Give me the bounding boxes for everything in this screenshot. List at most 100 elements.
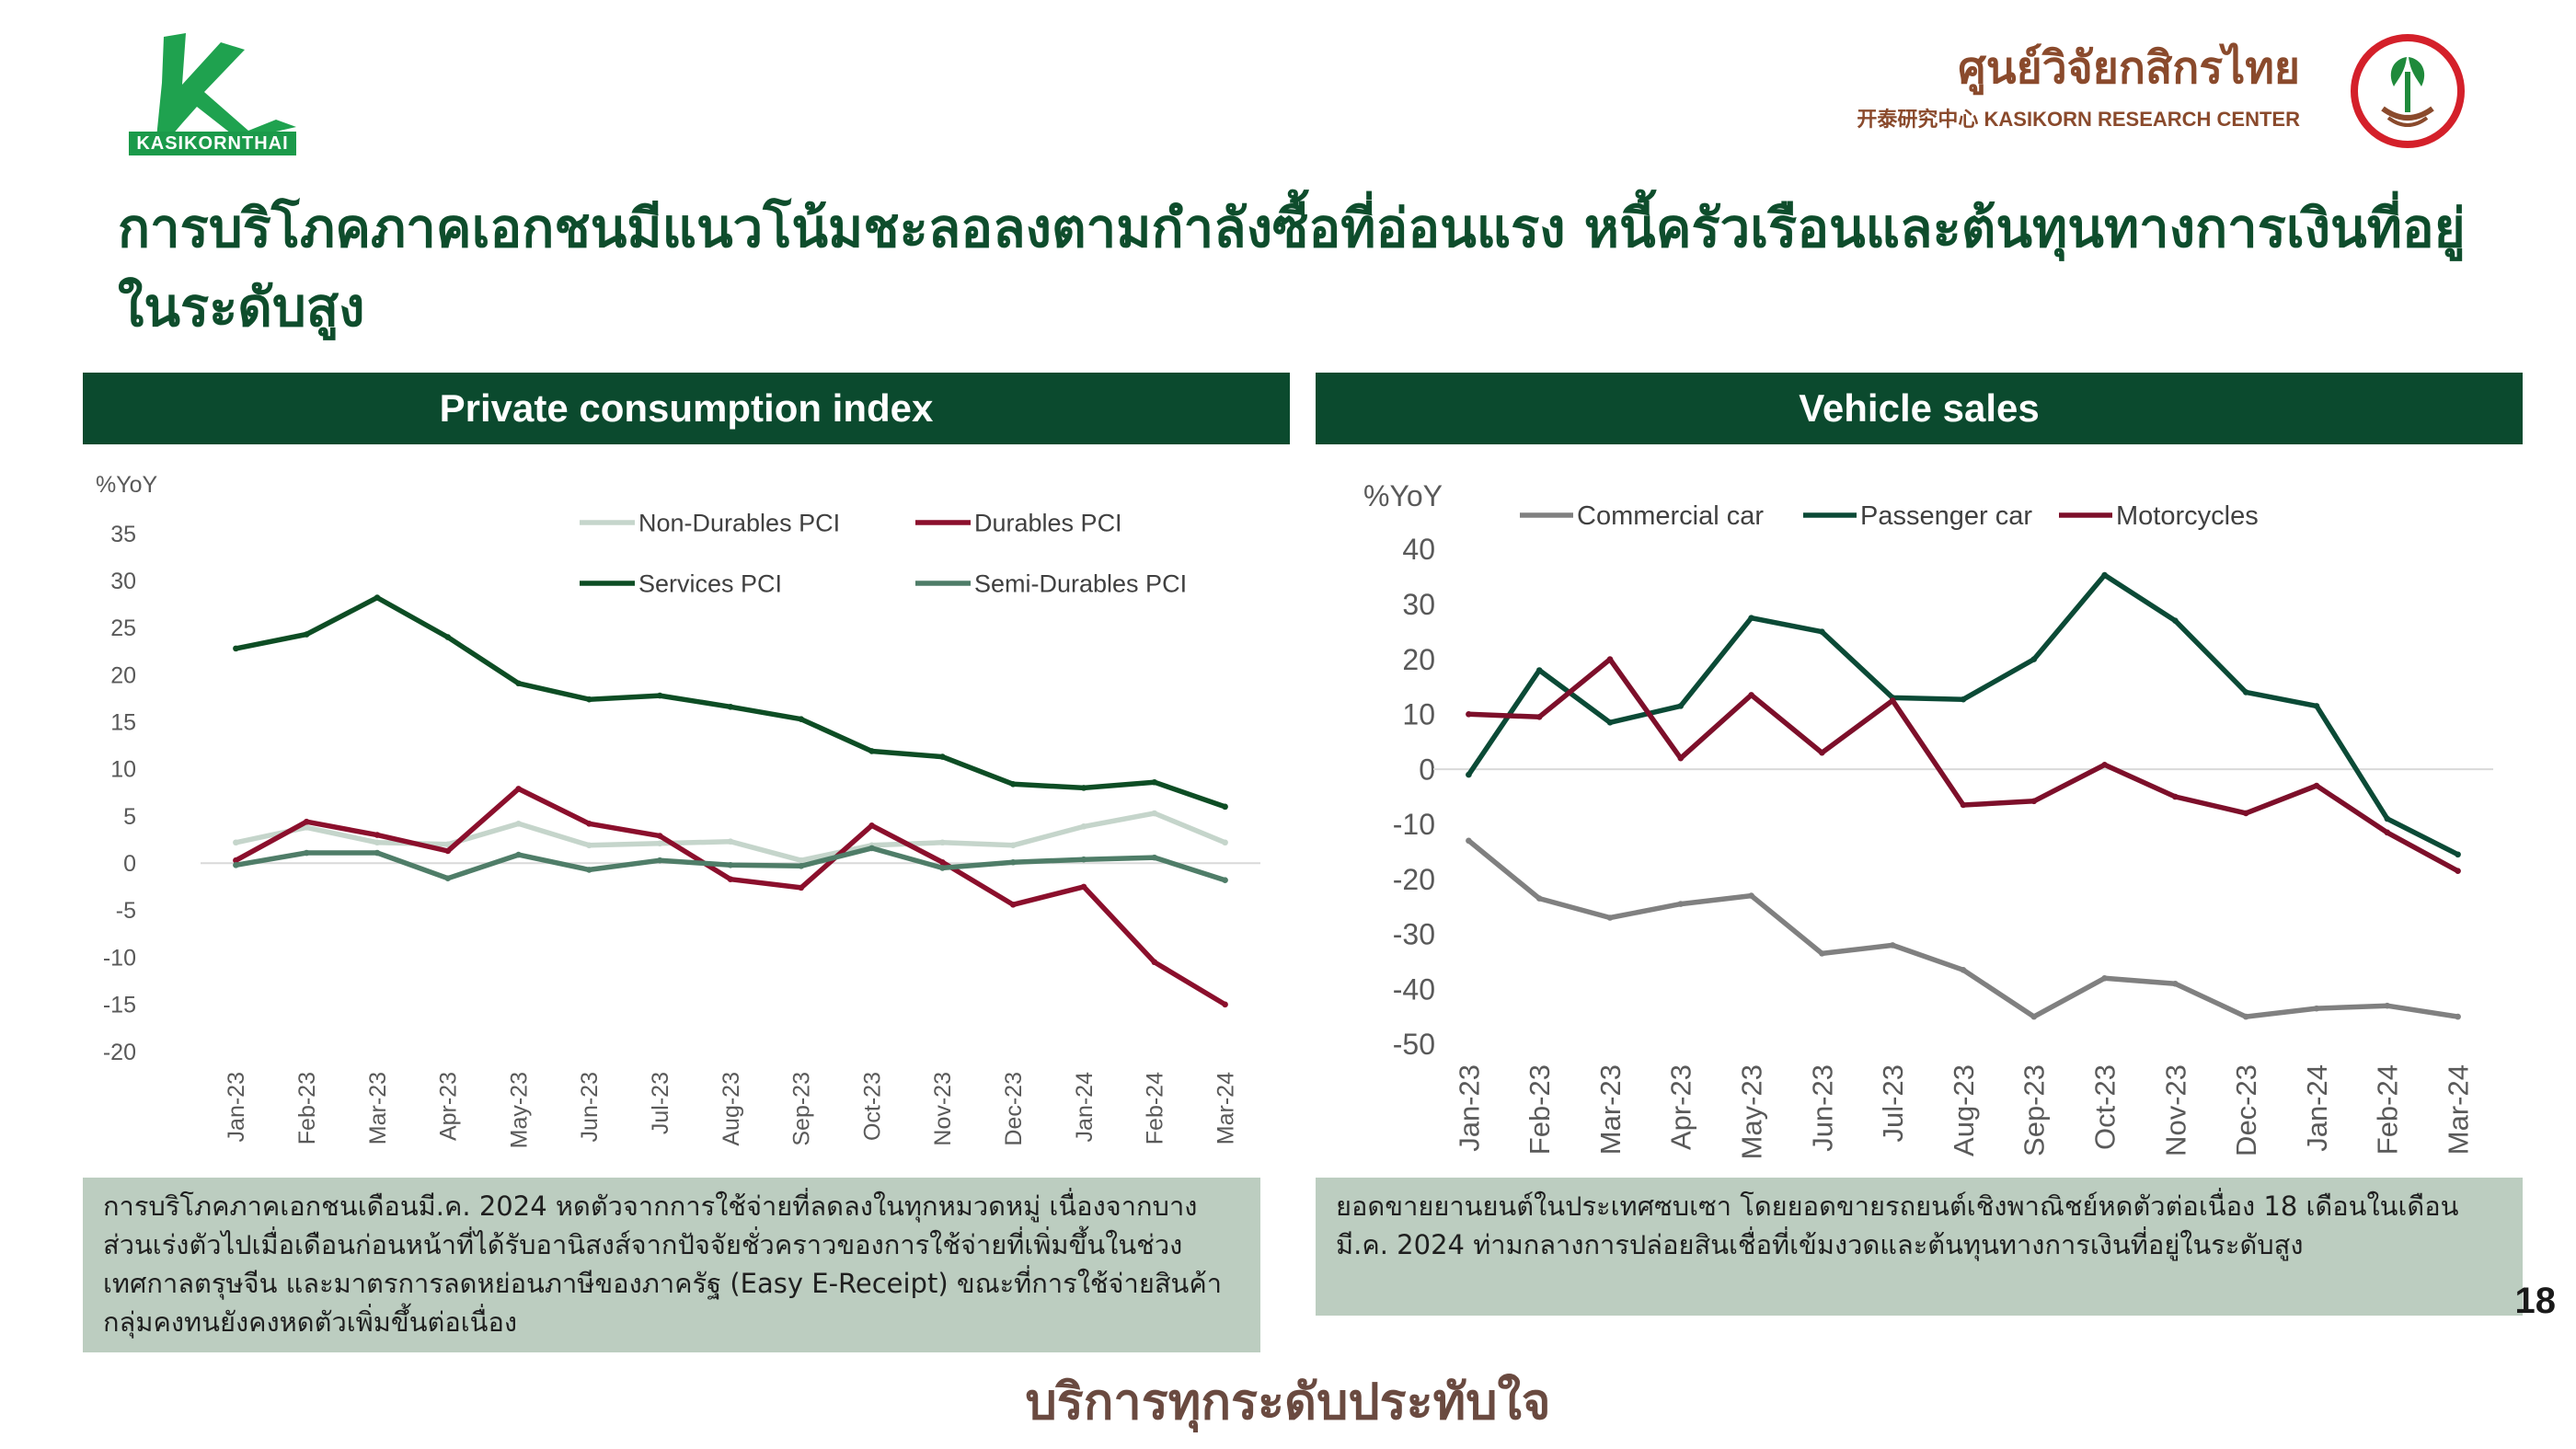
private-consumption-note: การบริโภคภาคเอกชนเดือนมี.ค. 2024 หดตัวจา… xyxy=(83,1178,1260,1352)
legend-label-services-pci: Services PCI xyxy=(638,569,782,597)
data-point-durables-pci xyxy=(515,786,522,792)
x-tick-label: May-23 xyxy=(1735,1064,1767,1159)
x-tick-label: Mar-23 xyxy=(365,1072,391,1144)
kasikornthai-wordmark: KASIKORNTHAI xyxy=(129,132,296,155)
data-point-non-durables-pci xyxy=(939,839,946,846)
data-point-services-pci xyxy=(233,645,239,652)
series-line-commercial-car xyxy=(1466,838,2461,1019)
data-point-passenger-car xyxy=(1819,628,1825,635)
data-point-commercial-car xyxy=(1960,967,1967,973)
data-point-motorcycles xyxy=(1606,656,1614,662)
data-point-services-pci xyxy=(586,696,592,703)
data-point-semi-durables-pci xyxy=(1151,854,1158,861)
data-point-passenger-car xyxy=(1466,771,1472,778)
data-point-commercial-car xyxy=(1748,892,1754,899)
data-point-non-durables-pci xyxy=(656,840,663,847)
x-tick-label: Jan-23 xyxy=(1453,1064,1485,1152)
data-point-non-durables-pci xyxy=(1080,823,1087,830)
krc-english-name: 开泰研究中心 KASIKORN RESEARCH CENTER xyxy=(1857,108,2300,131)
data-point-semi-durables-pci xyxy=(1009,858,1017,866)
x-tick-label: Jan-23 xyxy=(224,1072,249,1142)
data-point-durables-pci xyxy=(656,833,663,839)
legend-label-passenger-car: Passenger car xyxy=(1860,501,2032,531)
y-tick-label: -10 xyxy=(103,945,136,971)
data-point-semi-durables-pci xyxy=(586,867,592,873)
data-point-semi-durables-pci xyxy=(444,875,452,881)
y-axis-label: %YoY xyxy=(1363,479,1443,512)
legend-label-non-durables-pci: Non-Durables PCI xyxy=(638,509,840,536)
data-point-durables-pci xyxy=(939,858,946,866)
vehicle-sales-chart: %YoY 40 30 20 10 0 -10 -20 -30 -40 -50 Jan-23 Feb-23… xyxy=(1363,479,2493,1159)
data-point-semi-durables-pci xyxy=(515,851,522,858)
y-tick-label: 10 xyxy=(1402,698,1435,731)
y-tick-label: 40 xyxy=(1402,533,1435,566)
x-tick-label: May-23 xyxy=(506,1072,532,1148)
data-point-semi-durables-pci xyxy=(727,862,734,868)
series-line-services-pci xyxy=(233,594,1228,810)
data-point-non-durables-pci xyxy=(1009,842,1017,849)
data-point-passenger-car xyxy=(1960,696,1967,703)
data-point-durables-pci xyxy=(727,876,734,882)
data-point-motorcycles xyxy=(2242,810,2249,817)
data-point-durables-pci xyxy=(798,884,805,891)
data-point-services-pci xyxy=(444,634,452,640)
data-point-semi-durables-pci xyxy=(939,865,946,871)
data-point-durables-pci xyxy=(868,822,875,829)
y-tick-label: 10 xyxy=(110,757,136,783)
x-tick-label: Dec-23 xyxy=(1001,1072,1027,1146)
data-point-passenger-car xyxy=(1535,667,1543,673)
data-point-services-pci xyxy=(374,594,381,601)
y-tick-label: -20 xyxy=(1393,863,1435,896)
x-tick-label: Mar-24 xyxy=(1213,1072,1238,1144)
data-point-semi-durables-pci xyxy=(1222,877,1228,883)
data-point-non-durables-pci xyxy=(727,838,734,845)
data-point-commercial-car xyxy=(1889,942,1896,949)
data-point-non-durables-pci xyxy=(1222,839,1228,846)
x-tick-label: Oct-23 xyxy=(2088,1064,2121,1150)
legend-label-motorcycles: Motorcycles xyxy=(2116,501,2259,531)
y-tick-label: 20 xyxy=(110,662,136,688)
data-point-passenger-car xyxy=(1748,615,1754,622)
x-tick-label: Feb-23 xyxy=(294,1072,320,1144)
legend-label-durables-pci: Durables PCI xyxy=(974,509,1122,536)
legend-label-semi-durables-pci: Semi-Durables PCI xyxy=(974,569,1187,597)
data-point-semi-durables-pci xyxy=(303,849,310,857)
data-point-durables-pci xyxy=(1222,1001,1228,1008)
data-point-semi-durables-pci xyxy=(798,863,805,869)
data-point-passenger-car xyxy=(2455,851,2461,858)
data-point-passenger-car xyxy=(1606,719,1614,726)
data-point-motorcycles xyxy=(2455,868,2461,874)
data-point-motorcycles xyxy=(1748,692,1754,698)
kbank-seal-icon xyxy=(2351,34,2465,148)
x-tick-label: Apr-23 xyxy=(436,1072,462,1141)
data-point-commercial-car xyxy=(1535,895,1543,902)
data-point-commercial-car xyxy=(1819,950,1825,957)
data-point-durables-pci xyxy=(374,832,381,838)
data-point-commercial-car xyxy=(1466,837,1472,845)
x-tick-label: Jan-24 xyxy=(1072,1072,1098,1143)
x-tick-label: Jun-23 xyxy=(577,1072,603,1142)
y-tick-label: 30 xyxy=(1402,588,1435,621)
data-point-non-durables-pci xyxy=(303,824,310,831)
x-tick-label: Nov-23 xyxy=(2159,1064,2191,1156)
y-tick-label: -10 xyxy=(1393,808,1435,841)
data-point-motorcycles xyxy=(1889,697,1896,704)
y-tick-label: -50 xyxy=(1393,1028,1435,1061)
data-point-commercial-car xyxy=(2242,1013,2249,1020)
data-point-semi-durables-pci xyxy=(233,862,239,868)
vehicle-sales-note: ยอดขายยานยนต์ในประเทศซบเซา โดยยอดขายรถยน… xyxy=(1316,1178,2523,1316)
data-point-services-pci xyxy=(1009,780,1017,788)
data-point-services-pci xyxy=(1222,803,1228,811)
data-point-non-durables-pci xyxy=(798,857,805,864)
x-tick-label: Apr-23 xyxy=(1665,1064,1697,1150)
y-tick-label: 0 xyxy=(123,851,136,877)
data-point-durables-pci xyxy=(444,847,452,855)
data-point-durables-pci xyxy=(303,818,310,825)
x-tick-label: Oct-23 xyxy=(859,1072,885,1141)
data-point-non-durables-pci xyxy=(515,820,522,827)
x-tick-label: Dec-23 xyxy=(2230,1064,2262,1156)
data-point-motorcycles xyxy=(1819,749,1825,756)
x-tick-label: Feb-24 xyxy=(2372,1064,2404,1155)
data-point-motorcycles xyxy=(2101,762,2108,768)
data-point-services-pci xyxy=(868,748,875,754)
